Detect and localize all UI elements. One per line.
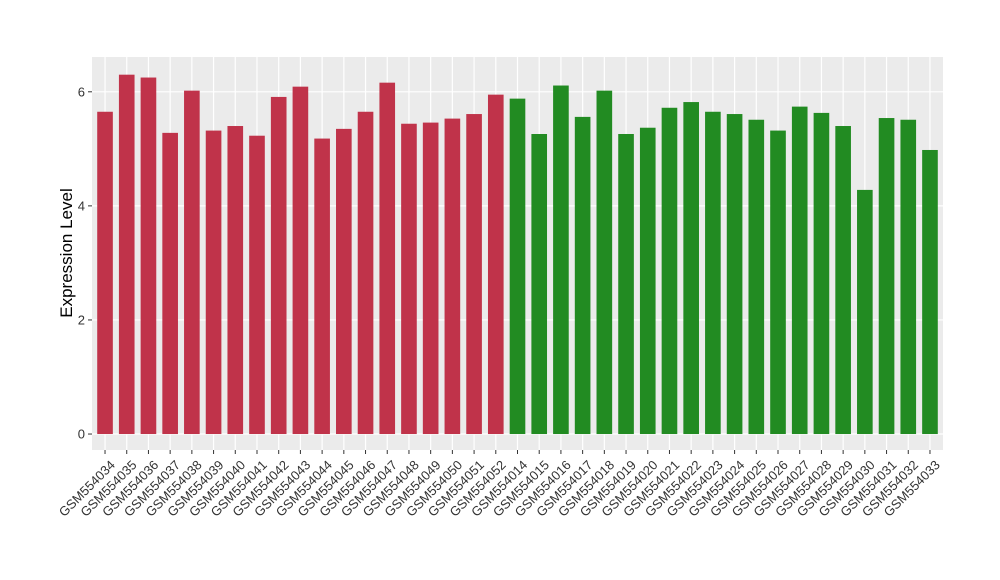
y-tick-label: 6 [78, 84, 85, 99]
bar [249, 135, 265, 435]
bar [357, 111, 374, 435]
bar [292, 86, 309, 435]
bar [466, 114, 482, 435]
bar [270, 96, 287, 435]
bar [835, 126, 851, 435]
bar [227, 126, 244, 435]
bar [748, 119, 765, 435]
bar [509, 98, 526, 435]
bar [813, 112, 830, 435]
bar [770, 130, 786, 435]
y-axis-label: Expression Level [57, 188, 76, 317]
y-tick-label: 2 [78, 312, 85, 327]
bar [922, 149, 938, 435]
bar [574, 116, 591, 435]
bar [900, 119, 917, 435]
bar [97, 111, 113, 435]
bar [184, 90, 200, 435]
bar [596, 90, 613, 435]
bar [444, 118, 461, 435]
bar [401, 123, 417, 435]
bar [878, 118, 895, 435]
bar [118, 74, 135, 435]
bar [314, 138, 330, 435]
bar [618, 134, 634, 435]
bar [336, 128, 352, 435]
bar [661, 107, 678, 435]
y-tick-label: 4 [78, 198, 85, 213]
bar [683, 102, 699, 435]
bar [639, 127, 656, 435]
bar [205, 130, 222, 435]
y-tick-label: 0 [78, 427, 85, 442]
bar [791, 106, 808, 435]
bar [705, 111, 721, 435]
bar [487, 94, 504, 435]
bar [531, 134, 548, 435]
bar [553, 85, 569, 435]
bar [422, 122, 439, 435]
bar [379, 82, 396, 435]
bar [140, 77, 157, 435]
bar [726, 114, 743, 435]
bar [162, 132, 178, 435]
bar [857, 189, 873, 435]
